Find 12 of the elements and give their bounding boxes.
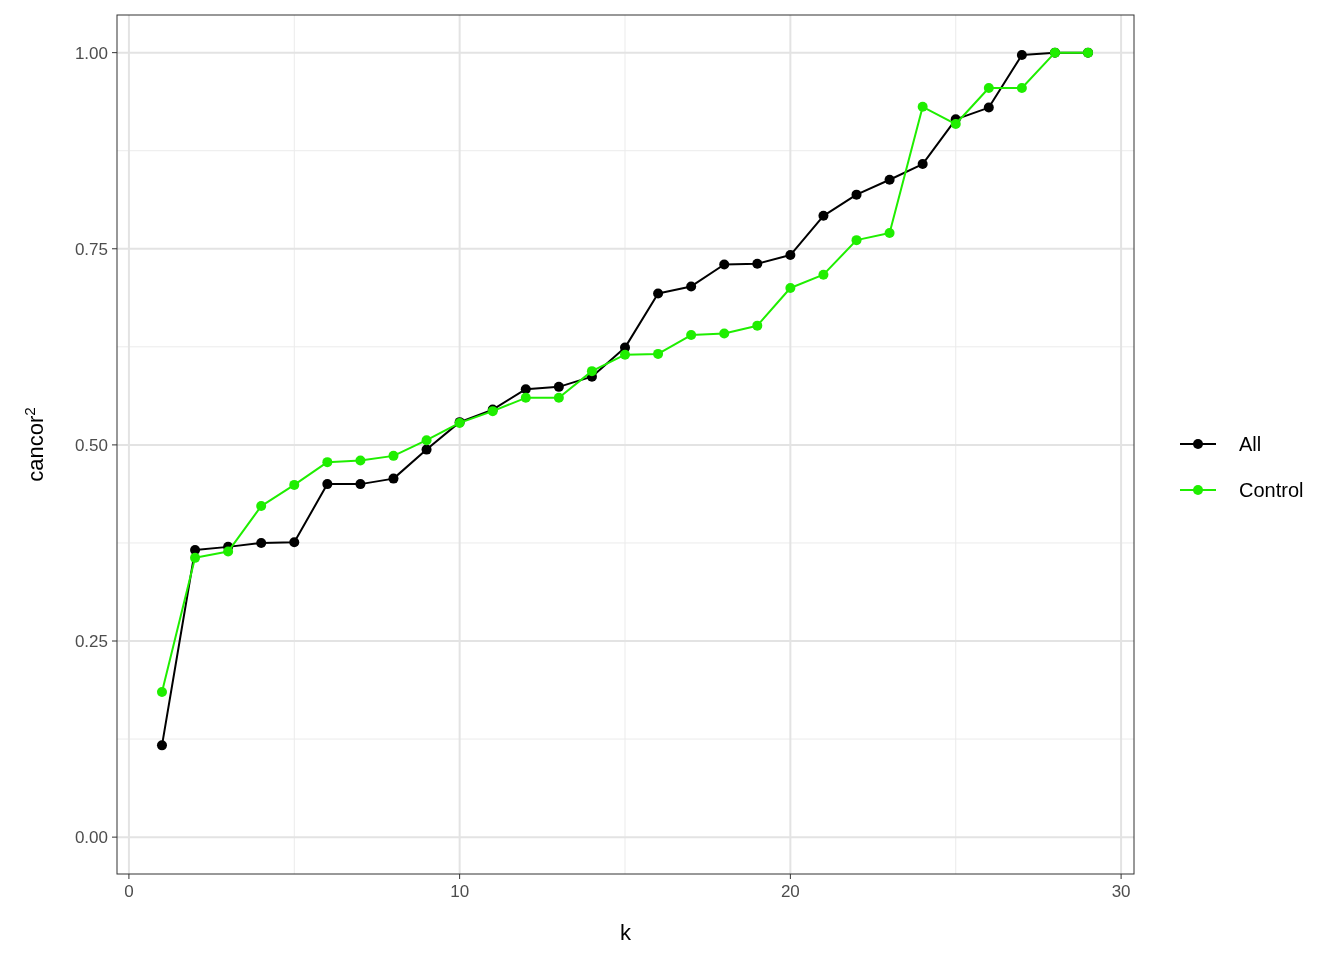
y-tick-label: 1.00 [74,43,108,63]
legend-label: All [1239,433,1262,455]
y-tick-label: 0.50 [74,435,108,455]
x-tick-label: 0 [124,882,134,901]
x-tick-label: 10 [450,882,470,901]
y-tick-label: 0.00 [74,828,108,848]
x-tick-label: 20 [780,882,800,901]
y-tick-label: 0.75 [74,239,108,259]
x-axis-title: k [620,920,632,945]
legend-label: Control [1239,479,1304,501]
y-tick-label: 0.25 [74,632,108,652]
x-tick-label: 30 [1111,882,1131,901]
